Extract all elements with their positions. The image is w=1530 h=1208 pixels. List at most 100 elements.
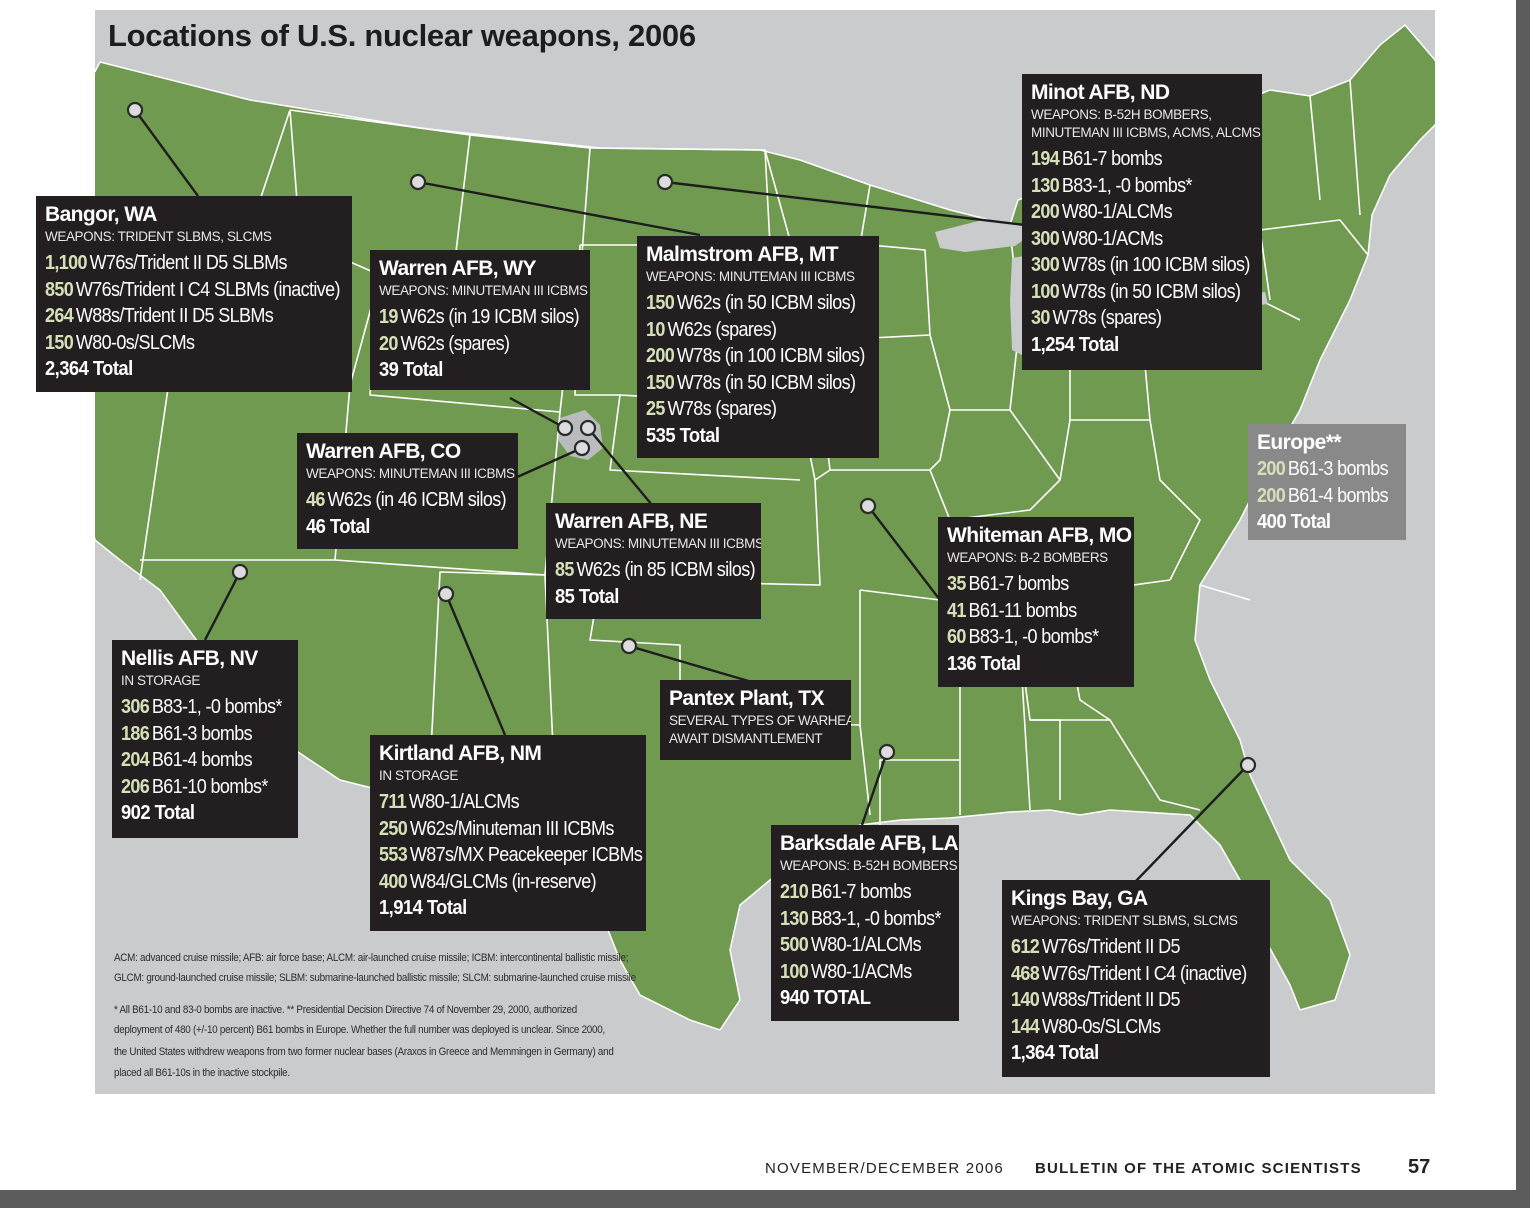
site-box-kirtland: Kirtland AFB, NM IN STORAGE 711 W80-1/ALC… [370,735,646,931]
site-name: Bangor, WA [45,203,157,226]
marker-kirtland [437,585,455,603]
site-name: Kings Bay, GA [1011,887,1148,910]
weapon-row: 204 B61-4 bombs [121,749,253,771]
weapon-row: 41 B61-11 bombs [947,599,1077,622]
weapon-row: 19 W62s (in 19 ICBM silos) [379,306,580,328]
weapon-row: 200 W78s (in 100 ICBM silos) [646,345,865,367]
weapon-row: 210 B61-7 bombs [780,881,912,903]
site-weapons: WEAPONS: B-52H BOMBERS [780,858,958,873]
weapon-row: 25 W78s (spares) [646,398,777,420]
site-weapons: WEAPONS: B-52H BOMBERS, [1031,107,1212,122]
site-box-warren-co: Warren AFB, CO WEAPONS: MINUTEMAN III IC… [297,433,518,549]
weapon-row: 1,100 W76s/Trident II D5 SLBMs [45,252,288,274]
abbreviations-line-1: ACM: advanced cruise missile; AFB: air f… [114,952,629,964]
site-box-whiteman: Whiteman AFB, MO WEAPONS: B-2 BOMBERS 35… [938,517,1134,687]
weapon-row: 850 W76s/Trident I C4 SLBMs (inactive) [45,278,340,301]
footnote-line-2: deployment of 480 (+/-10 percent) B61 bo… [114,1024,605,1036]
site-box-barksdale: Barksdale AFB, LA WEAPONS: B-52H BOMBERS… [771,825,959,1021]
site-total: 400 Total [1257,511,1331,533]
footnote-line-3: the United States withdrew weapons from … [114,1046,614,1058]
weapon-row: 30 W78s (spares) [1031,307,1162,329]
weapon-row: 100 W78s (in 50 ICBM silos) [1031,280,1241,303]
site-name: Kirtland AFB, NM [379,742,542,765]
site-total: 535 Total [646,424,720,447]
weapon-row: 100 W80-1/ACMs [780,960,912,983]
site-box-malmstrom: Malmstrom AFB, MT WEAPONS: MINUTEMAN III… [637,236,879,458]
weapon-row: 306 B83-1, -0 bombs* [121,696,282,718]
site-markers [126,101,1257,774]
site-name: Nellis AFB, NV [121,647,258,670]
site-weapons: WEAPONS: TRIDENT SLBMS, SLCMS [1011,913,1238,928]
weapon-row: 150 W80-0s/SLCMs [45,331,195,354]
weapon-row: 60 B83-1, -0 bombs* [947,626,1099,648]
site-box-pantex: Pantex Plant, TX SEVERAL TYPES OF WARHEA… [660,680,851,760]
weapon-row: 400 W84/GLCMs (in-reserve) [379,870,597,893]
weapon-row: 500 W80-1/ALCMs [780,934,922,956]
weapon-row: 20 W62s (spares) [379,332,510,355]
weapon-row: 85 W62s (in 85 ICBM silos) [555,559,756,581]
site-weapons: IN STORAGE [121,673,201,688]
footnote-line-1: * All B61-10 and 83-0 bombs are inactive… [114,1004,577,1016]
site-name: Malmstrom AFB, MT [646,243,839,266]
site-name: Warren AFB, CO [306,440,461,463]
site-total: 902 Total [121,802,195,824]
weapon-row: 612 W76s/Trident II D5 [1011,936,1181,958]
site-box-minot: Minot AFB, ND WEAPONS: B-52H BOMBERS, MI… [1022,74,1262,370]
site-name: Pantex Plant, TX [669,687,825,710]
leader-lines [134,109,1249,883]
weapon-row: 150 W78s (in 50 ICBM silos) [646,371,856,394]
marker-bangor [126,101,144,119]
site-total: 85 Total [555,585,619,608]
weapon-row: 130 B83-1, -0 bombs* [1031,174,1192,197]
marker-warren-wy [556,419,574,437]
lake-superior [935,218,1040,252]
site-total: 136 Total [947,652,1021,675]
marker-warren-co [573,439,591,457]
site-box-bangor: Bangor, WA WEAPONS: TRIDENT SLBMS, SLCMS… [36,196,352,392]
weapon-row: 140 W88s/Trident II D5 [1011,989,1181,1011]
footnote-line-4: placed all B61-10s in the inactive stock… [114,1067,290,1079]
weapon-row: 711 W80-1/ALCMs [379,791,520,813]
weapon-row: 150 W62s (in 50 ICBM silos) [646,292,856,314]
marker-barksdale [878,743,896,761]
marker-minot [656,173,674,191]
site-weapons-2: AWAIT DISMANTLEMENT [669,731,823,746]
weapon-row: 144 W80-0s/SLCMs [1011,1015,1161,1038]
weapon-row: 10 W62s (spares) [646,318,777,341]
marker-warren-ne [579,419,597,437]
weapon-row: 194 B61-7 bombs [1031,148,1163,170]
marker-pantex [620,637,638,655]
site-name: Warren AFB, WY [379,257,536,280]
site-weapons: SEVERAL TYPES OF WARHEADS [669,713,851,728]
weapon-row: 206 B61-10 bombs* [121,775,268,798]
site-box-warren-wy: Warren AFB, WY WEAPONS: MINUTEMAN III IC… [370,250,590,390]
site-weapons: WEAPONS: TRIDENT SLBMS, SLCMS [45,229,272,244]
site-weapons: WEAPONS: MINUTEMAN III ICBMS [379,283,588,298]
site-name: Barksdale AFB, LA [780,832,959,855]
footer-publication: BULLETIN OF THE ATOMIC SCIENTISTS [1035,1160,1362,1177]
site-weapons: IN STORAGE [379,768,459,783]
weapon-row: 200 W80-1/ALCMs [1031,201,1173,223]
site-weapons: WEAPONS: MINUTEMAN III ICBMS [555,536,761,551]
site-box-warren-ne: Warren AFB, NE WEAPONS: MINUTEMAN III IC… [546,503,761,619]
marker-kings-bay [1239,756,1257,774]
weapon-row: 200 B61-4 bombs [1257,484,1389,507]
site-box-nellis: Nellis AFB, NV IN STORAGE 306 B83-1, -0 b… [112,640,298,838]
marker-nellis [231,563,249,581]
site-total: 39 Total [379,359,443,381]
weapon-row: 250 W62s/Minuteman III ICBMs [379,817,614,840]
footer-issue: NOVEMBER/DECEMBER 2006 [765,1160,1004,1177]
weapon-row: 264 W88s/Trident II D5 SLBMs [45,305,274,327]
marker-whiteman [859,497,877,515]
site-weapons: WEAPONS: MINUTEMAN III ICBMS [306,466,515,481]
site-weapons: WEAPONS: MINUTEMAN III ICBMS [646,269,855,284]
site-weapons-2: MINUTEMAN III ICBMS, ACMS, ALCMS [1031,125,1261,140]
site-total: 46 Total [306,515,370,538]
map-title: Locations of U.S. nuclear weapons, 2006 [108,18,696,53]
site-name: Warren AFB, NE [555,510,708,533]
site-name: Whiteman AFB, MO [947,524,1132,547]
site-box-kings-bay: Kings Bay, GA WEAPONS: TRIDENT SLBMS, SL… [1002,880,1270,1077]
weapon-row: 200 B61-3 bombs [1257,458,1389,480]
site-total: 1,254 Total [1031,333,1119,356]
weapon-row: 300 W78s (in 100 ICBM silos) [1031,254,1250,276]
